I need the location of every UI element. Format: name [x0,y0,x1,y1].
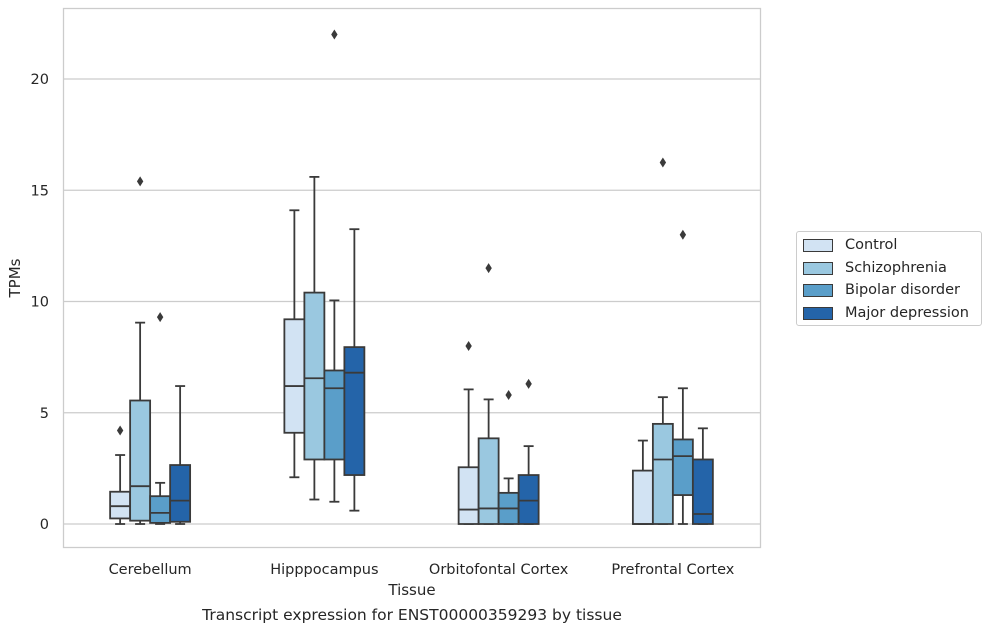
box-hipppocampus-bipolar-disorder-iqr [323,369,346,461]
box-cerebellum-schizophrenia-iqr [129,399,152,522]
box-orbitofontal-cortex-schizophrenia-outlier-0 [485,263,492,274]
plot-area-frame [62,7,762,549]
legend: Control Schizophrenia Bipolar disorder M… [796,231,982,326]
box-orbitofontal-cortex-control-iqr [457,466,480,525]
box-prefrontal-cortex-schizophrenia [651,157,674,525]
legend-item-schizophrenia: Schizophrenia [803,258,947,278]
x-tick-label-cerebellum: Cerebellum [109,562,192,578]
x-tick-labels: Cerebellum Hipppocampus Orbitofontal Corte… [109,562,735,578]
y-axis-label: TPMs [6,258,24,298]
box-prefrontal-cortex-schizophrenia-iqr [651,422,674,525]
legend-swatch-bipolar-disorder [803,283,833,297]
box-orbitofontal-cortex-major-depression-iqr [517,474,540,525]
legend-item-bipolar-disorder: Bipolar disorder [803,280,960,300]
box-cerebellum-bipolar-disorder-outlier-0 [156,312,164,323]
box-prefrontal-cortex-bipolar-disorder-iqr [671,438,694,496]
y-tick-label-0: 0 [40,517,49,533]
box-orbitofontal-cortex-control [457,341,480,525]
box-cerebellum-major-depression-iqr [169,464,192,523]
box-prefrontal-cortex-bipolar-disorder [671,229,694,525]
box-hipppocampus-control [283,209,306,479]
y-tick-label-20: 20 [31,72,49,88]
box-hipppocampus-schizophrenia-iqr [303,291,326,461]
x-tick-label-hipppocampus: Hipppocampus [270,562,378,578]
box-hipppocampus-control-iqr [283,318,306,434]
box-cerebellum-control-iqr [109,490,132,520]
box-cerebellum-control-outlier-0 [116,425,124,436]
box-prefrontal-cortex-control [631,439,654,525]
box-prefrontal-cortex-control-iqr [631,469,654,525]
box-orbitofontal-cortex-major-depression-outlier-0 [525,378,532,389]
box-cerebellum-schizophrenia-outlier-0 [136,176,144,187]
legend-label-schizophrenia: Schizophrenia [845,260,947,276]
box-orbitofontal-cortex-bipolar-disorder [497,389,520,525]
y-tick-label-15: 15 [31,183,49,199]
legend-label-major-depression: Major depression [845,305,969,321]
box-hipppocampus-major-depression [343,228,366,512]
box-prefrontal-cortex-schizophrenia-outlier-0 [659,157,667,168]
box-orbitofontal-cortex-bipolar-disorder-outlier-0 [505,389,512,400]
box-orbitofontal-cortex-schizophrenia [477,263,500,525]
box-prefrontal-cortex-bipolar-disorder-outlier-0 [679,229,687,240]
box-orbitofontal-cortex-schizophrenia-iqr [477,437,500,525]
box-prefrontal-cortex-major-depression-iqr [691,458,714,525]
legend-item-major-depression: Major depression [803,303,969,323]
legend-label-bipolar-disorder: Bipolar disorder [845,282,960,298]
legend-swatch-schizophrenia [803,261,833,275]
box-cerebellum-bipolar-disorder [149,312,172,525]
x-axis-label: Tissue [387,581,435,599]
y-tick-label-10: 10 [31,295,49,311]
box-cerebellum-major-depression [169,385,192,525]
legend-label-control: Control [845,237,898,253]
box-cerebellum-schizophrenia [129,176,152,525]
box-orbitofontal-cortex-control-outlier-0 [465,341,472,351]
box-cerebellum-control [109,425,132,525]
x-tick-label-prefrontal-cortex: Prefrontal Cortex [611,562,734,578]
y-tick-label-5: 5 [40,406,49,422]
legend-swatch-major-depression [803,306,833,320]
legend-swatch-control [803,238,833,252]
box-prefrontal-cortex-major-depression [691,427,714,525]
box-hipppocampus-schizophrenia [303,175,326,501]
box-hipppocampus-bipolar-disorder [323,29,346,503]
box-cerebellum-bipolar-disorder-iqr [149,495,172,524]
x-tick-label-orbitofontal-cortex: Orbitofontal Cortex [429,562,569,578]
figure-caption: Transcript expression for ENST0000035929… [202,606,622,624]
y-tick-labels: 0 5 10 15 20 [31,72,49,533]
box-orbitofontal-cortex-major-depression [517,378,540,525]
legend-item-control: Control [803,235,897,255]
boxes [109,29,714,525]
box-hipppocampus-bipolar-disorder-outlier-0 [331,29,338,40]
box-hipppocampus-major-depression-iqr [343,346,366,476]
